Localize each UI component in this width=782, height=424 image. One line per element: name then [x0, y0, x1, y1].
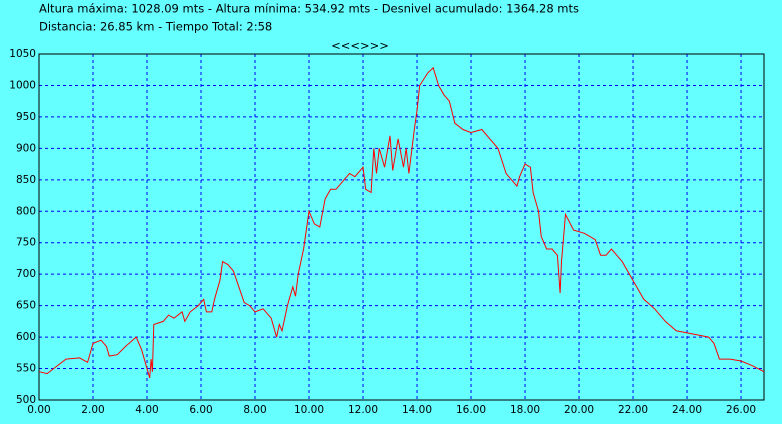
x-tick-label: 18.00	[510, 404, 540, 416]
x-tick-label: 12.00	[348, 404, 378, 416]
x-tick-label: 20.00	[564, 404, 594, 416]
elevation-line	[38, 66, 765, 379]
y-tick-label: 800	[16, 205, 36, 217]
y-tick-label: 950	[16, 111, 36, 123]
y-tick-label: 500	[16, 394, 36, 406]
x-tick-label: 2.00	[81, 404, 104, 416]
y-tick-label: 750	[16, 237, 36, 249]
chart-title: Altura máxima: 1028.09 mts - Altura míni…	[39, 2, 579, 16]
x-tick-label: 0.00	[27, 404, 50, 416]
y-tick-label: 600	[16, 331, 36, 343]
x-tick-label: 8.00	[243, 404, 266, 416]
x-tick-label: 24.00	[672, 404, 702, 416]
y-tick-label: 650	[16, 300, 36, 312]
y-tick-label: 850	[16, 174, 36, 186]
x-tick-label: 26.00	[726, 404, 756, 416]
x-tick-label: 14.00	[402, 404, 432, 416]
x-tick-label: 6.00	[189, 404, 212, 416]
navigation[interactable]: <<<>>>	[331, 39, 389, 53]
y-tick-label: 900	[16, 142, 36, 154]
y-tick-label: 1000	[9, 79, 36, 91]
x-tick-label: 22.00	[618, 404, 648, 416]
chart-subtitle: Distancia: 26.85 km - Tiempo Total: 2:58	[39, 20, 272, 34]
x-tick-label: 4.00	[135, 404, 158, 416]
y-tick-label: 1050	[9, 48, 36, 60]
x-tick-label: 16.00	[456, 404, 486, 416]
x-tick-label: 10.00	[294, 404, 324, 416]
y-tick-label: 550	[16, 363, 36, 375]
y-tick-label: 700	[16, 268, 36, 280]
plot-border	[38, 53, 765, 401]
